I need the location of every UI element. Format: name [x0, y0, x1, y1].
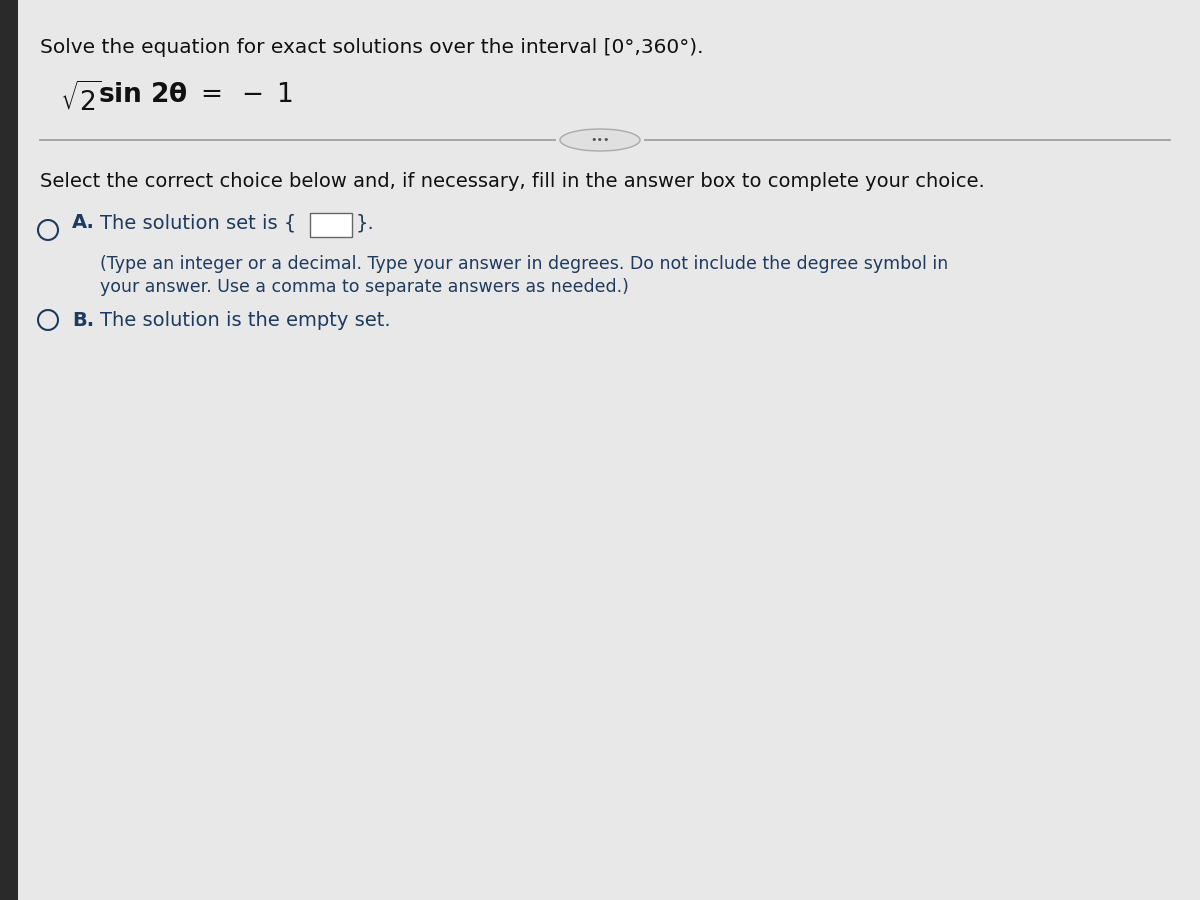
Text: Solve the equation for exact solutions over the interval [0°,360°).: Solve the equation for exact solutions o… [40, 38, 703, 57]
Text: The solution set is {: The solution set is { [100, 213, 296, 232]
Text: your answer. Use a comma to separate answers as needed.): your answer. Use a comma to separate ans… [100, 278, 629, 296]
Text: (Type an integer or a decimal. Type your answer in degrees. Do not include the d: (Type an integer or a decimal. Type your… [100, 255, 948, 273]
Text: $\mathbf{sin\ 2\theta}$$\ =\ -\ 1$: $\mathbf{sin\ 2\theta}$$\ =\ -\ 1$ [98, 82, 293, 108]
Text: •••: ••• [590, 135, 610, 145]
Text: Select the correct choice below and, if necessary, fill in the answer box to com: Select the correct choice below and, if … [40, 172, 985, 191]
Text: }.: }. [356, 213, 374, 232]
Bar [310, 213, 352, 237]
Text: $\sqrt{2}$: $\sqrt{2}$ [60, 82, 102, 117]
Text: The solution is the empty set.: The solution is the empty set. [100, 310, 391, 329]
Text: B.: B. [72, 310, 94, 329]
Bar [0, 0, 18, 900]
Text: A.: A. [72, 213, 95, 232]
Ellipse shape [560, 129, 640, 151]
